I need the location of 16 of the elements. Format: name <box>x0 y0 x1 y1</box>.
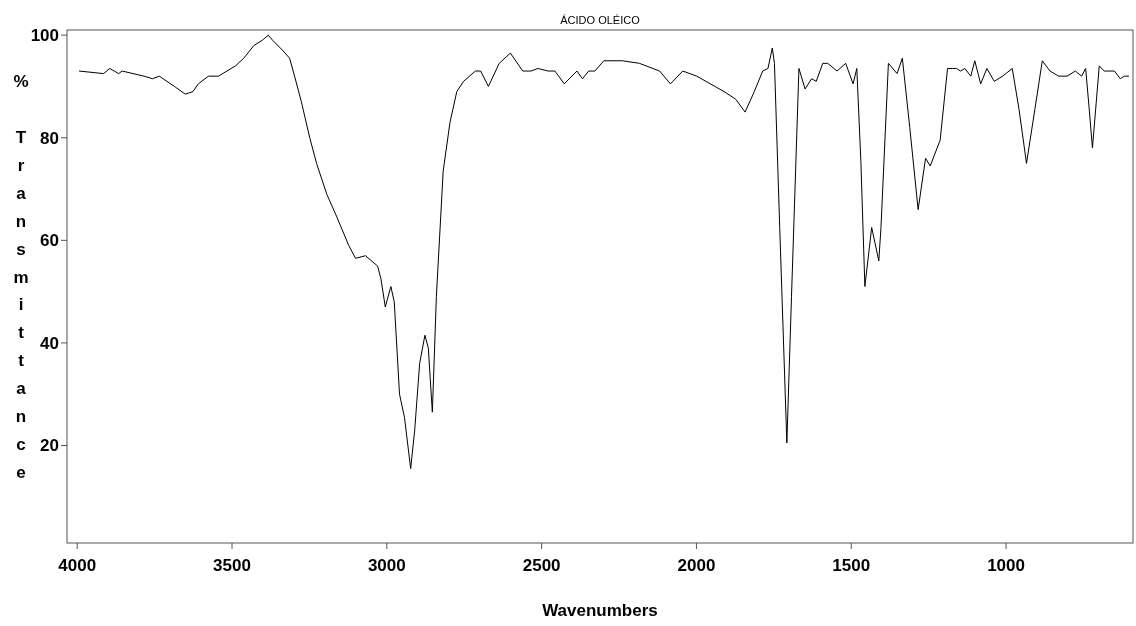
x-tick-label: 2500 <box>522 556 561 575</box>
x-axis-title: Wavenumbers <box>542 601 658 620</box>
x-tick-label: 3000 <box>367 556 406 575</box>
text: % Transmittance <box>13 72 29 482</box>
line-series <box>78 34 1130 470</box>
chart-title: ÁCIDO OLÉICO <box>560 14 641 26</box>
x-tick-label: 1000 <box>987 556 1025 575</box>
y-tick-label: 80 <box>40 128 59 148</box>
y-tick-label: 40 <box>40 333 59 353</box>
x-tick-label: 4000 <box>58 556 97 575</box>
y-tick-label: 60 <box>40 231 59 251</box>
x-tick-label: 2000 <box>677 556 716 575</box>
x-tick-label: 1500 <box>832 556 871 575</box>
y-tick-label: 20 <box>40 436 59 456</box>
x-tick-label: 3500 <box>213 556 251 575</box>
y-tick-label: 100 <box>30 26 59 46</box>
